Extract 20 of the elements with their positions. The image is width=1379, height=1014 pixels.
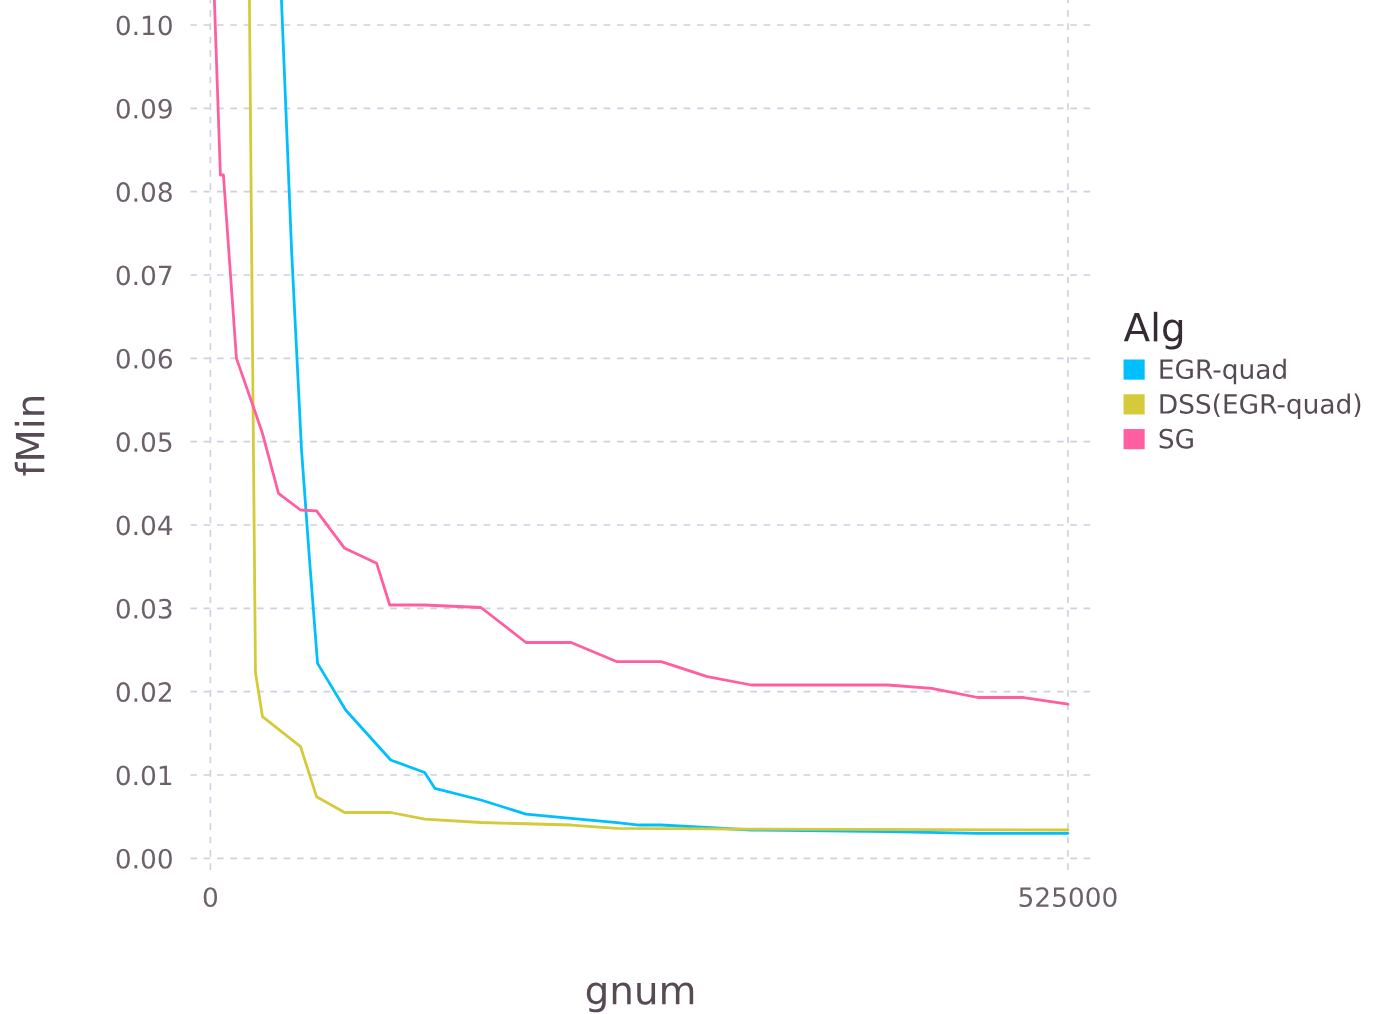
y-tick-label: 0.10	[116, 15, 172, 36]
y-tick-label: 0.03	[116, 598, 172, 619]
legend-label: DSS(EGR-quad)	[1160, 393, 1361, 420]
y-axis-title: fMin	[14, 396, 45, 476]
y-tick-label: 0.01	[116, 765, 172, 786]
y-tick-label: 0.02	[116, 682, 171, 703]
y-tick-label: 0.00	[116, 848, 172, 869]
x-tick-label: 525000	[1019, 887, 1117, 908]
y-tick-label: 0.07	[116, 265, 172, 286]
legend-label: EGR-quad	[1160, 358, 1286, 385]
legend-label: SG	[1159, 428, 1193, 449]
y-tick-label: 0.04	[116, 515, 173, 536]
y-tick-label: 0.08	[116, 182, 172, 203]
y-tick-label: 0.05	[116, 432, 172, 453]
legend-title: Alg	[1123, 311, 1183, 350]
line-series	[213, 0, 1070, 706]
x-axis-title: gnum	[586, 982, 694, 1013]
y-tick-label: 0.06	[116, 348, 172, 369]
x-tick-label: 0	[203, 887, 218, 908]
y-tick-label: 0.09	[116, 98, 172, 119]
